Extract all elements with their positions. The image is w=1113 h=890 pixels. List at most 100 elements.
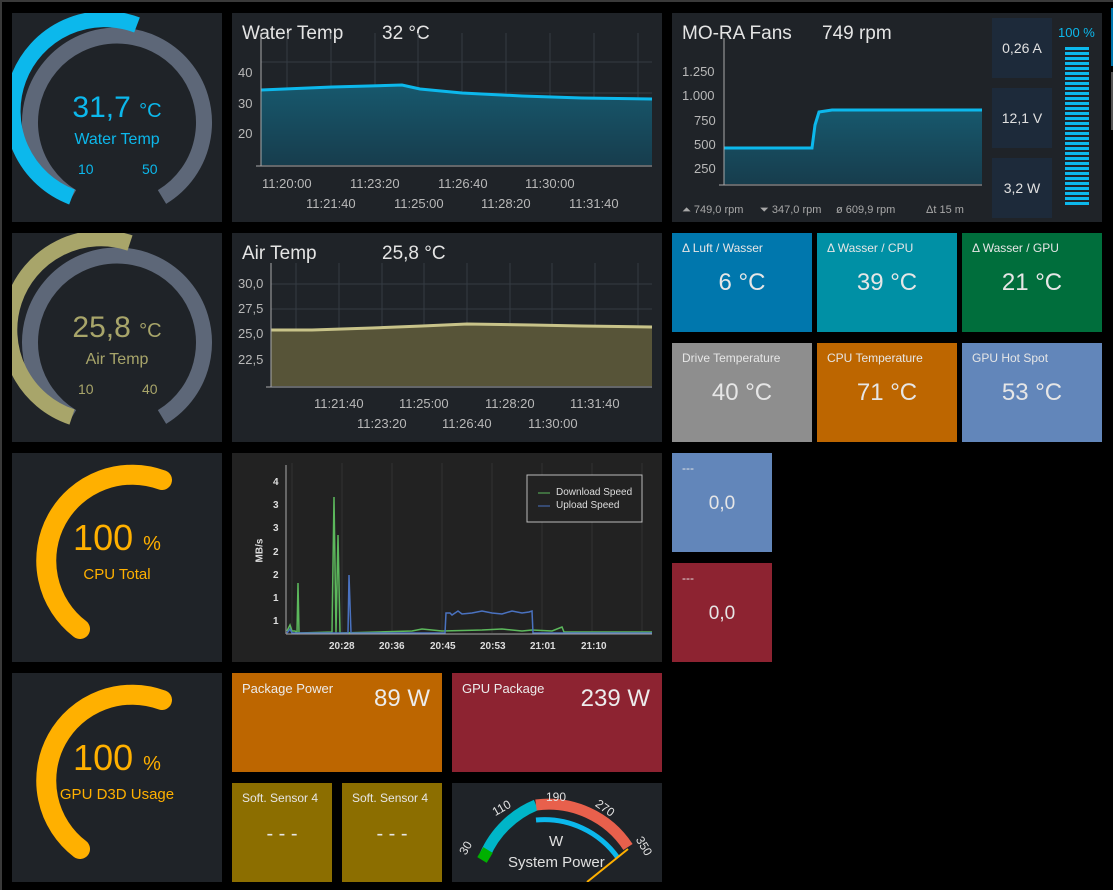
tile-label: Package Power [242, 681, 334, 696]
x-tick: 11:20:00 [262, 176, 312, 191]
tile-value: 21 °C [1001, 269, 1063, 296]
x-tick: 11:21:40 [314, 396, 364, 411]
gauge-label: GPU D3D Usage [59, 786, 175, 803]
chart-title: MO-RA Fans [682, 23, 792, 44]
tile-value: 40 °C [711, 379, 773, 406]
tick-label: 190 [546, 790, 567, 804]
offscreen-widget [1111, 8, 1113, 66]
stat-max: ⏶ 749,0 rpm [682, 204, 744, 216]
x-tick: 11:26:40 [442, 416, 492, 431]
air-temp-gauge: 25,8 °C Air Temp 10 40 [12, 233, 222, 442]
tile-label: GPU Hot Spot [972, 351, 1049, 365]
tile-gpu-package: GPU Package 239 W [452, 673, 662, 772]
speedometer-icon [477, 798, 633, 882]
y-tick: 1.000 [682, 88, 715, 103]
gauge-min: 10 [78, 381, 94, 397]
x-tick: 11:30:00 [528, 416, 578, 431]
chart-value: 25,8 °C [382, 243, 446, 264]
x-tick: 20:36 [379, 641, 405, 652]
tile-label: Δ Wasser / CPU [827, 241, 914, 255]
chart-value: 749 rpm [822, 23, 892, 44]
x-tick: 21:10 [581, 641, 607, 652]
y-tick: 1 [273, 616, 279, 627]
y-tick: 20 [238, 126, 253, 141]
tile-cpu-temp: CPU Temperature 71 °C [817, 343, 957, 442]
tile-value: 6 °C [718, 269, 766, 296]
avg-icon: ø [836, 204, 846, 216]
max-icon: ⏶ [682, 204, 694, 216]
gauge-min: 10 [78, 161, 94, 177]
tile-empty-1: --- 0,0 [672, 453, 772, 552]
gauge-arc-icon [12, 13, 212, 205]
y-tick: 2 [273, 570, 279, 581]
gauge-value: 25,8 °C [72, 311, 162, 344]
y-tick: 750 [694, 113, 716, 128]
y-tick: 40 [238, 65, 253, 80]
water-temp-gauge: 31,7 °C Water Temp 10 50 [12, 13, 222, 222]
gauge-label: Air Temp [85, 351, 149, 368]
tile-value: 39 °C [856, 269, 918, 296]
y-tick: 3 [273, 523, 279, 534]
y-tick: 2 [273, 547, 279, 558]
frame-border-top [0, 0, 1113, 2]
tile-label: GPU Package [462, 681, 545, 696]
tile-label: --- [682, 461, 694, 475]
y-tick: 30,0 [238, 276, 264, 291]
tile-soft-sensor: Soft. Sensor 4 - - - [342, 783, 442, 882]
tile-drive-temp: Drive Temperature 40 °C [672, 343, 812, 442]
gauge-arc-icon [36, 684, 172, 859]
tile-label: Δ Wasser / GPU [972, 241, 1059, 255]
network-line-chart [285, 463, 652, 635]
x-tick: 11:31:40 [570, 396, 620, 411]
x-tick: 21:01 [530, 641, 556, 652]
delta-t-icon: Δt [926, 204, 940, 216]
fan-voltage: 12,1 V [992, 88, 1052, 148]
gauge-arc-icon [36, 464, 172, 639]
offscreen-widget [1111, 72, 1113, 130]
tile-gpu-hotspot: GPU Hot Spot 53 °C [962, 343, 1102, 442]
gauge-max: 40 [142, 381, 158, 397]
y-tick: 22,5 [238, 352, 264, 367]
gauge-unit: W [549, 833, 564, 850]
x-tick: 11:23:20 [350, 176, 400, 191]
tile-label: CPU Temperature [827, 351, 923, 365]
gauge-value: 31,7 °C [72, 91, 162, 124]
x-tick: 11:31:40 [569, 196, 619, 211]
gauge-label: Water Temp [74, 131, 160, 148]
stat-min: ⏷ 347,0 rpm [760, 204, 822, 216]
x-tick: 11:21:40 [306, 196, 356, 211]
tile-package-power: Package Power 89 W [232, 673, 442, 772]
x-tick: 20:45 [430, 641, 456, 652]
tile-value: - - - [376, 823, 408, 845]
y-tick: 1 [273, 593, 279, 604]
x-tick: 11:26:40 [438, 176, 488, 191]
tile-value: 53 °C [1001, 379, 1063, 406]
tile-value: 239 W [580, 685, 650, 712]
tile-value: 0,0 [708, 493, 736, 514]
tile-label: Drive Temperature [682, 351, 781, 365]
y-tick: 4 [273, 477, 279, 488]
x-tick: 11:30:00 [525, 176, 575, 191]
x-tick: 11:25:00 [399, 396, 449, 411]
gauge-value: 100 % [73, 517, 161, 558]
stat-span: Δt 15 m [926, 204, 964, 216]
fan-current: 0,26 A [992, 18, 1052, 78]
y-tick: 25,0 [238, 326, 264, 341]
tile-delta-water-gpu: Δ Wasser / GPU 21 °C [962, 233, 1102, 332]
system-power-gauge: 30 110 190 270 350 W System Power [452, 783, 662, 882]
tile-value: 71 °C [856, 379, 918, 406]
y-tick: 500 [694, 137, 716, 152]
fan-duty-bar [1065, 47, 1089, 207]
gauge-label: CPU Total [83, 566, 151, 583]
fan-duty: 100 % [1058, 25, 1095, 40]
x-tick: 20:28 [329, 641, 355, 652]
tile-delta-air-water: Δ Luft / Wasser 6 °C [672, 233, 812, 332]
tile-delta-water-cpu: Δ Wasser / CPU 39 °C [817, 233, 957, 332]
legend-download: Download Speed [556, 487, 633, 498]
x-tick: 20:53 [480, 641, 506, 652]
stat-avg: ø 609,9 rpm [836, 204, 896, 216]
water-temp-chart: Water Temp 32 °C 40 30 20 11:20:00 11:23… [232, 13, 662, 222]
tile-value: - - - [266, 823, 298, 845]
network-chart: Download Speed Upload Speed MB/s 4 3 3 2… [232, 453, 662, 662]
tile-value: 0,0 [708, 603, 736, 624]
